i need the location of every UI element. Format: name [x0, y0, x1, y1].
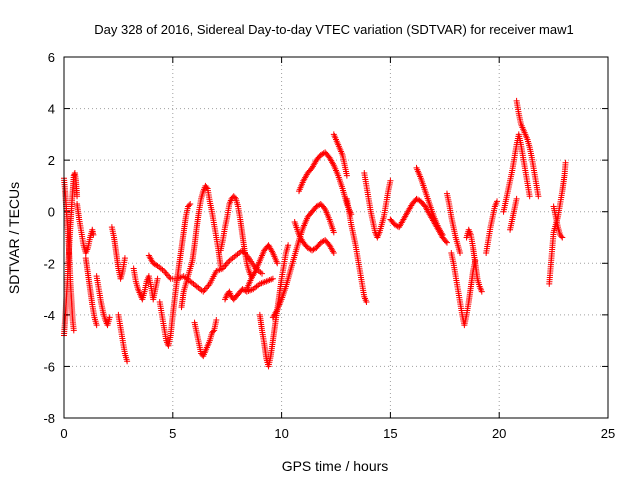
data-point [187, 200, 194, 207]
x-tick-label: 10 [274, 426, 288, 441]
x-tick-label: 25 [601, 426, 615, 441]
y-tick-label: 2 [48, 153, 55, 168]
grid [64, 57, 608, 418]
data-point [274, 260, 281, 267]
data-point [74, 193, 81, 200]
data-point [121, 255, 128, 262]
data-point [442, 238, 449, 245]
data-point [71, 171, 78, 178]
data-point [163, 271, 170, 278]
data-point [162, 269, 169, 276]
y-tick-label: 6 [48, 50, 55, 65]
data-points [61, 97, 569, 370]
data-point [513, 195, 520, 202]
data-point [558, 233, 565, 240]
data-point [259, 270, 266, 277]
data-point [285, 242, 292, 249]
data-point [225, 259, 232, 266]
x-tick-label: 0 [60, 426, 67, 441]
data-point [106, 314, 113, 321]
data-point [186, 202, 193, 209]
data-point [559, 234, 566, 241]
data-point [231, 194, 238, 201]
data-point [494, 198, 501, 205]
plot-frame [63, 56, 609, 419]
data-point [321, 204, 328, 211]
data-point [217, 262, 224, 269]
data-point [269, 275, 276, 282]
y-tick-label: 4 [48, 102, 55, 117]
data-point [526, 193, 533, 200]
data-point [90, 231, 97, 238]
y-axis-label: SDTVAR / TECUs [6, 182, 22, 294]
data-point [330, 249, 337, 256]
y-tick-label: -6 [43, 359, 55, 374]
data-point [203, 184, 210, 191]
data-point [457, 249, 464, 256]
data-point [201, 287, 208, 294]
data-point [213, 317, 220, 324]
data-point [535, 193, 542, 200]
data-point [478, 288, 485, 295]
y-tick-label: 0 [48, 205, 55, 220]
data-point [223, 260, 230, 267]
data-point [363, 298, 370, 305]
data-point [204, 284, 211, 291]
data-point [439, 231, 446, 238]
data-point [330, 229, 337, 236]
y-tick-label: -2 [43, 256, 55, 271]
data-point [166, 274, 173, 281]
data-point [222, 262, 229, 269]
y-tick-label: -4 [43, 308, 55, 323]
x-tick-label: 5 [169, 426, 176, 441]
x-tick-label: 20 [492, 426, 506, 441]
data-point [165, 272, 172, 279]
y-tick-label: -8 [43, 411, 55, 426]
data-point [210, 328, 217, 335]
data-point [154, 275, 161, 282]
data-point [562, 159, 569, 166]
data-point [153, 262, 160, 269]
data-point [343, 172, 350, 179]
x-axis-label: GPS time / hours [282, 458, 389, 474]
chart-title: Day 328 of 2016, Sidereal Day-to-day VTE… [94, 22, 574, 37]
data-point [387, 177, 394, 184]
data-point [443, 239, 450, 246]
x-tick-label: 15 [383, 426, 397, 441]
data-point [124, 358, 131, 365]
data-point [93, 322, 100, 329]
data-point [70, 327, 77, 334]
